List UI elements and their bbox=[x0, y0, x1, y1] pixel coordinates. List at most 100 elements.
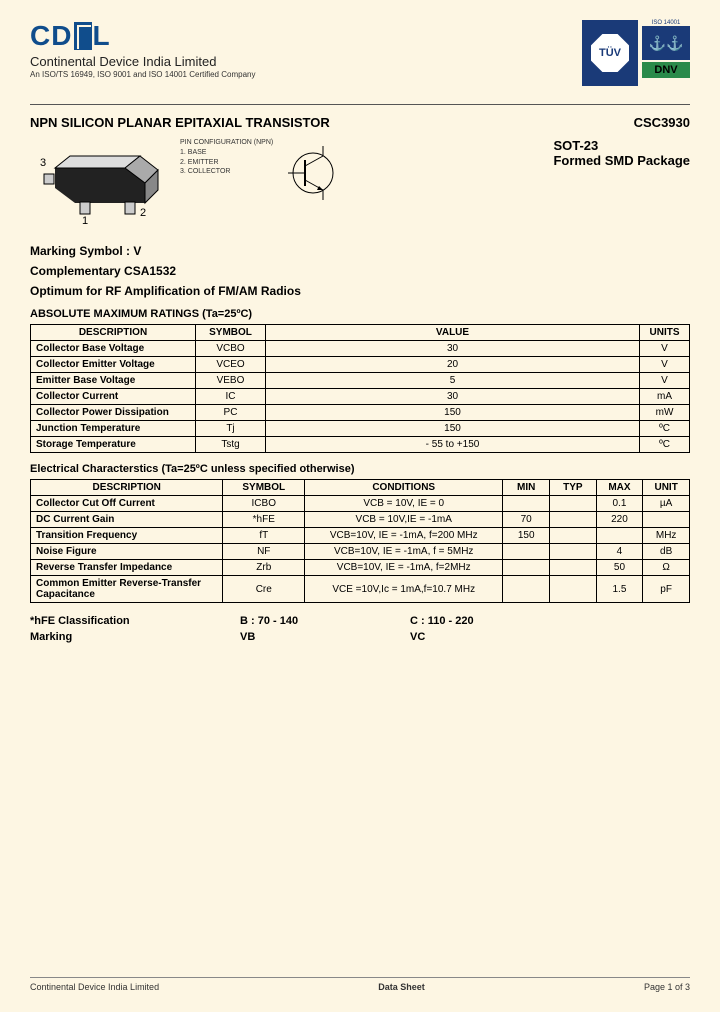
badge-dnv: ⚓⚓ DNV bbox=[642, 26, 690, 78]
cell-desc: Collector Cut Off Current bbox=[31, 496, 223, 512]
class-val-c: C : 110 - 220 bbox=[410, 615, 520, 627]
cell-max: 50 bbox=[596, 560, 643, 576]
th-sym: SYMBOL bbox=[196, 325, 266, 341]
company-logo: CDL bbox=[30, 20, 255, 52]
optimum: Optimum for RF Amplification of FM/AM Ra… bbox=[30, 284, 690, 298]
footer-company: Continental Device India Limited bbox=[30, 982, 159, 992]
cell-sym: IC bbox=[196, 389, 266, 405]
abs-max-table: DESCRIPTION SYMBOL VALUE UNITS Collector… bbox=[30, 324, 690, 453]
th-cond: CONDITIONS bbox=[305, 480, 503, 496]
table-row: Collector Power Dissipation PC 150 mW bbox=[31, 405, 690, 421]
th-typ: TYP bbox=[550, 480, 597, 496]
cell-cond: VCB=10V, IE = -1mA, f=2MHz bbox=[305, 560, 503, 576]
class-val-b: B : 70 - 140 bbox=[240, 615, 350, 627]
table-row: Common Emitter Reverse-Transfer Capacita… bbox=[31, 576, 690, 603]
cell-cond: VCE =10V,Ic = 1mA,f=10.7 MHz bbox=[305, 576, 503, 603]
table-row: DC Current Gain *hFE VCB = 10V,IE = -1mA… bbox=[31, 512, 690, 528]
cell-max: 1.5 bbox=[596, 576, 643, 603]
cell-unit: V bbox=[640, 341, 690, 357]
cell-val: - 55 to +150 bbox=[266, 437, 640, 453]
cell-sym: Tstg bbox=[196, 437, 266, 453]
cell-typ bbox=[550, 560, 597, 576]
th-min: MIN bbox=[503, 480, 550, 496]
dnv-label: DNV bbox=[642, 62, 690, 78]
cell-val: 30 bbox=[266, 341, 640, 357]
classification-row-2: Marking VB VC bbox=[30, 631, 690, 643]
cell-sym: VEBO bbox=[196, 373, 266, 389]
package-row: 3 1 2 PIN CONFIGURATION (NPN) 1. BASE 2.… bbox=[30, 138, 690, 228]
anchor-icon: ⚓⚓ bbox=[642, 26, 690, 60]
cell-desc: Transition Frequency bbox=[31, 528, 223, 544]
logo-icon bbox=[74, 22, 92, 50]
pin-config: PIN CONFIGURATION (NPN) 1. BASE 2. EMITT… bbox=[180, 138, 273, 177]
cell-sym: ICBO bbox=[223, 496, 305, 512]
marking-label: Marking bbox=[30, 631, 180, 643]
marking-vb: VB bbox=[240, 631, 350, 643]
footer-title: Data Sheet bbox=[378, 982, 425, 992]
cell-unit: MHz bbox=[643, 528, 690, 544]
package-drawing: 3 1 2 bbox=[30, 138, 170, 228]
part-number: CSC3930 bbox=[634, 115, 690, 130]
th-val: VALUE bbox=[266, 325, 640, 341]
cell-cond: VCB = 10V,IE = -1mA bbox=[305, 512, 503, 528]
cell-val: 150 bbox=[266, 405, 640, 421]
cell-typ bbox=[550, 576, 597, 603]
table-row: Collector Base Voltage VCBO 30 V bbox=[31, 341, 690, 357]
cell-sym: *hFE bbox=[223, 512, 305, 528]
cell-desc: Reverse Transfer Impedance bbox=[31, 560, 223, 576]
pin-3: 3. COLLECTOR bbox=[180, 167, 273, 177]
th-unit: UNITS bbox=[640, 325, 690, 341]
cell-unit bbox=[643, 512, 690, 528]
marking-symbol: Marking Symbol : V bbox=[30, 244, 690, 258]
table-row: Transition Frequency fT VCB=10V, IE = -1… bbox=[31, 528, 690, 544]
cert-line: An ISO/TS 16949, ISO 9001 and ISO 14001 … bbox=[30, 70, 255, 79]
title-row: NPN SILICON PLANAR EPITAXIAL TRANSISTOR … bbox=[30, 115, 690, 130]
page-footer: Continental Device India Limited Data Sh… bbox=[30, 977, 690, 992]
table-row: Reverse Transfer Impedance Zrb VCB=10V, … bbox=[31, 560, 690, 576]
complementary: Complementary CSA1532 bbox=[30, 264, 690, 278]
cell-max bbox=[596, 528, 643, 544]
cell-unit: V bbox=[640, 357, 690, 373]
elec-table: DESCRIPTION SYMBOL CONDITIONS MIN TYP MA… bbox=[30, 479, 690, 603]
cell-desc: Storage Temperature bbox=[31, 437, 196, 453]
cell-unit: mA bbox=[640, 389, 690, 405]
cell-min: 150 bbox=[503, 528, 550, 544]
package-type: SOT-23 bbox=[553, 138, 690, 153]
cell-unit: mW bbox=[640, 405, 690, 421]
marking-vc: VC bbox=[410, 631, 520, 643]
cell-desc: Collector Emitter Voltage bbox=[31, 357, 196, 373]
cell-desc: Common Emitter Reverse-Transfer Capacita… bbox=[31, 576, 223, 603]
cell-typ bbox=[550, 496, 597, 512]
pin-2: 2. EMITTER bbox=[180, 158, 273, 168]
cell-desc: Junction Temperature bbox=[31, 421, 196, 437]
cell-unit: pF bbox=[643, 576, 690, 603]
cell-unit: ºC bbox=[640, 437, 690, 453]
company-name: Continental Device India Limited bbox=[30, 54, 255, 69]
cell-cond: VCB = 10V, IE = 0 bbox=[305, 496, 503, 512]
tuv-icon: TÜV bbox=[591, 34, 629, 72]
classification-row-1: *hFE Classification B : 70 - 140 C : 110… bbox=[30, 615, 690, 627]
package-labels: SOT-23 Formed SMD Package bbox=[553, 138, 690, 168]
class-label: *hFE Classification bbox=[30, 615, 180, 627]
cell-unit: ºC bbox=[640, 421, 690, 437]
cell-val: 20 bbox=[266, 357, 640, 373]
transistor-schematic bbox=[283, 138, 343, 208]
cell-desc: Emitter Base Voltage bbox=[31, 373, 196, 389]
table-header-row: DESCRIPTION SYMBOL CONDITIONS MIN TYP MA… bbox=[31, 480, 690, 496]
cell-min bbox=[503, 544, 550, 560]
cell-desc: Collector Current bbox=[31, 389, 196, 405]
cert-badges: TÜV ISO 14001 ⚓⚓ DNV bbox=[582, 20, 690, 86]
cell-sym: Zrb bbox=[223, 560, 305, 576]
elec-title: Electrical Characterstics (Ta=25ºC unles… bbox=[30, 463, 690, 475]
cell-min bbox=[503, 576, 550, 603]
cell-cond: VCB=10V, IE = -1mA, f = 5MHz bbox=[305, 544, 503, 560]
cell-sym: VCBO bbox=[196, 341, 266, 357]
cell-desc: Noise Figure bbox=[31, 544, 223, 560]
table-row: Noise Figure NF VCB=10V, IE = -1mA, f = … bbox=[31, 544, 690, 560]
cell-sym: PC bbox=[196, 405, 266, 421]
cell-sym: NF bbox=[223, 544, 305, 560]
table-row: Collector Emitter Voltage VCEO 20 V bbox=[31, 357, 690, 373]
cell-sym: VCEO bbox=[196, 357, 266, 373]
cell-max: 4 bbox=[596, 544, 643, 560]
th-desc: DESCRIPTION bbox=[31, 325, 196, 341]
